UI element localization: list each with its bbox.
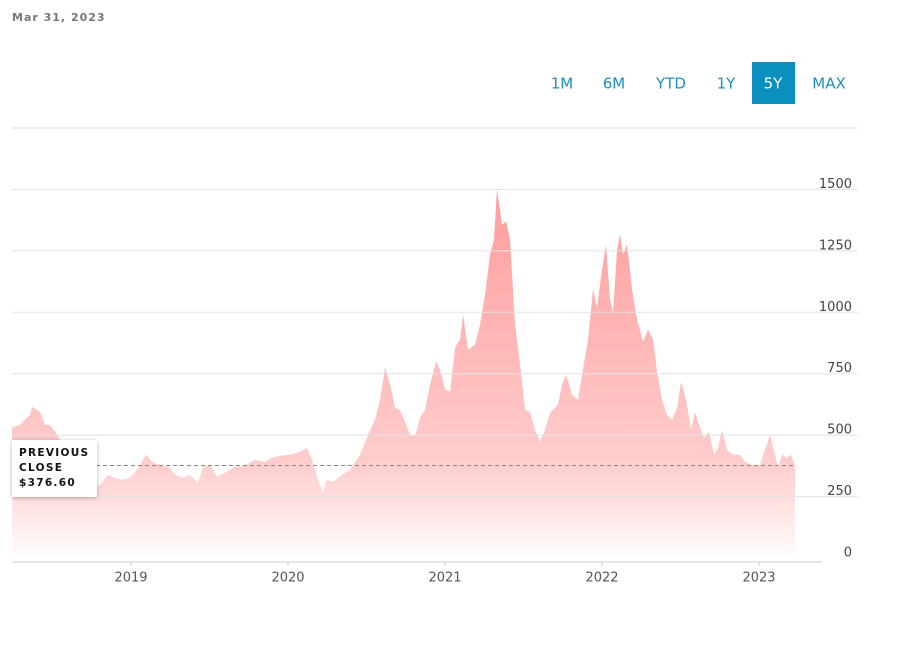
y-tick-label: 1000 xyxy=(819,300,852,315)
x-tick-label: 2020 xyxy=(271,571,304,586)
range-button-bg xyxy=(752,62,795,104)
y-tick-label: 750 xyxy=(827,361,852,376)
x-tick-label: 2021 xyxy=(428,571,461,586)
range-button[interactable]: 6M xyxy=(603,75,626,93)
x-tick-label: 2023 xyxy=(742,571,775,586)
range-button-label: 1M xyxy=(551,75,574,93)
price-area xyxy=(12,189,795,558)
y-tick-label: 0 xyxy=(844,546,852,561)
x-tick-label: 2019 xyxy=(114,571,147,586)
range-button[interactable]: 1M xyxy=(551,75,574,93)
range-button[interactable]: YTD xyxy=(655,75,686,93)
y-tick-label: 1500 xyxy=(819,177,852,192)
as-of-date: Mar 31, 2023 xyxy=(12,11,106,24)
previous-close-label: PREVIOUS CLOSE xyxy=(19,447,90,474)
range-button-label: YTD xyxy=(655,75,686,93)
previous-close-value: $376.60 xyxy=(19,477,76,489)
previous-close-box: PREVIOUS CLOSE $376.60 xyxy=(12,440,98,497)
y-tick-label: 500 xyxy=(827,423,852,438)
y-tick-label: 250 xyxy=(827,484,852,499)
range-button[interactable]: MAX xyxy=(812,75,845,93)
range-button[interactable]: 5Y xyxy=(752,62,795,104)
x-tick-label: 2022 xyxy=(585,571,618,586)
range-button-label: 5Y xyxy=(764,75,784,93)
y-tick-label: 1250 xyxy=(819,238,852,253)
range-button-label: MAX xyxy=(812,75,845,93)
range-button-label: 1Y xyxy=(717,75,737,93)
range-button[interactable]: 1Y xyxy=(717,75,737,93)
range-button-label: 6M xyxy=(603,75,626,93)
